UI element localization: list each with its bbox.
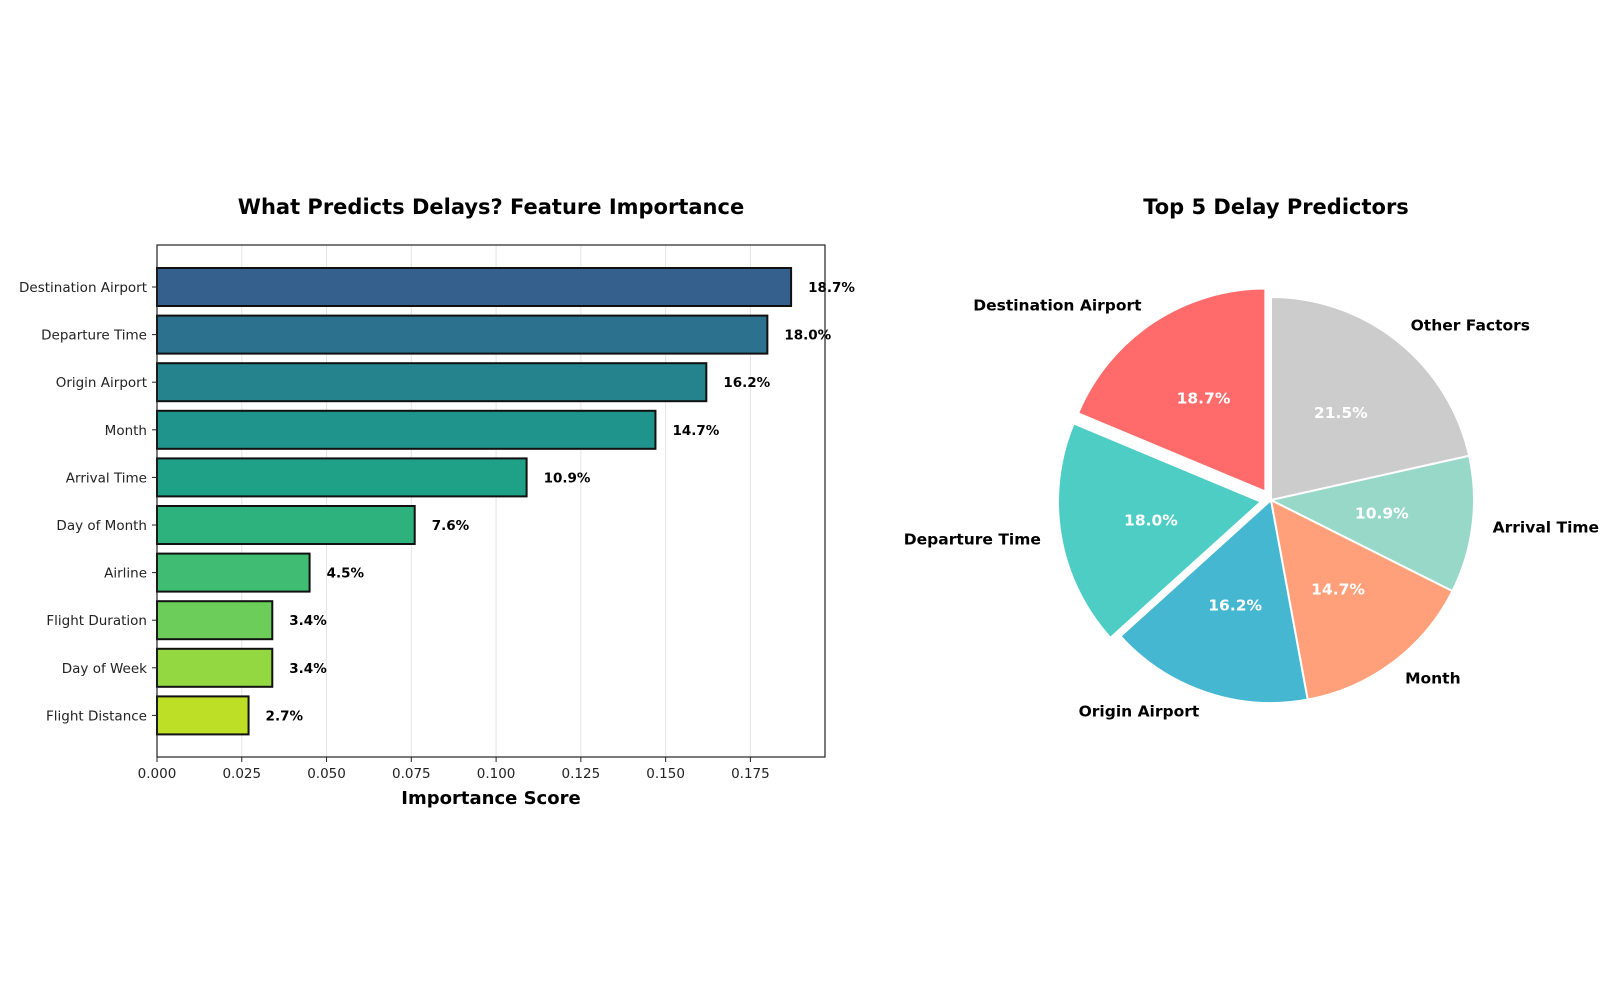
y-tick-label: Destination Airport <box>19 280 147 296</box>
x-tick-label: 0.050 <box>307 766 346 782</box>
y-tick-label: Flight Distance <box>46 708 147 724</box>
bar <box>156 695 250 736</box>
x-axis: 0.000 0.025 0.050 0.075 0.100 0.125 0.150 0.175 <box>138 757 770 782</box>
pie-category-label: Month <box>1405 670 1461 688</box>
pie-percent-label: 10.9% <box>1355 505 1409 523</box>
bar-value-label: 16.2% <box>723 375 770 391</box>
pie-slice <box>1076 287 1267 494</box>
pie-category-label: Departure Time <box>904 530 1041 548</box>
bar <box>156 267 793 307</box>
bar-value-label: 14.7% <box>672 423 719 439</box>
bar <box>156 552 311 593</box>
bar-value-label: 3.4% <box>289 613 327 629</box>
y-tick-label: Day of Week <box>62 661 147 677</box>
y-tick-label: Departure Time <box>41 328 147 344</box>
x-tick-label: 0.025 <box>222 766 261 782</box>
x-tick-label: 0.075 <box>392 766 431 782</box>
pie-category-label: Destination Airport <box>973 297 1142 315</box>
pie-percent-label: 21.5% <box>1314 404 1368 422</box>
bar-value-label: 18.0% <box>784 328 831 344</box>
y-tick-label: Airline <box>104 566 147 582</box>
bar <box>156 600 274 641</box>
pie-category-label: Origin Airport <box>1079 702 1200 720</box>
pie-slices <box>1056 287 1475 704</box>
y-tick-label: Origin Airport <box>56 375 147 391</box>
pie-percent-label: 18.0% <box>1124 512 1178 530</box>
pie-slice <box>1269 498 1454 701</box>
bar <box>156 314 769 355</box>
bar <box>156 457 528 498</box>
pie-slice <box>1270 295 1471 502</box>
bar <box>156 409 657 450</box>
x-tick-label: 0.175 <box>731 766 770 782</box>
x-tick-label: 0.125 <box>562 766 601 782</box>
bar-chart: What Predicts Delays? Feature Importance… <box>19 195 855 809</box>
pie-slice <box>1056 422 1263 640</box>
bar <box>156 647 274 688</box>
y-axis: Destination Airport Departure Time Origin … <box>19 280 157 724</box>
y-tick-label: Flight Duration <box>46 613 147 629</box>
bar-value-label: 10.9% <box>544 470 591 486</box>
y-tick-label: Arrival Time <box>66 470 147 486</box>
pie-percent-label: 14.7% <box>1311 580 1365 598</box>
bar-value-label: 18.7% <box>808 280 855 296</box>
bar-value-label: 4.5% <box>327 566 365 582</box>
pie-chart-title: Top 5 Delay Predictors <box>1143 195 1409 219</box>
pie-category-label: Other Factors <box>1411 317 1530 335</box>
bar-value-label: 3.4% <box>289 661 327 677</box>
x-tick-label: 0.000 <box>138 766 177 782</box>
plot-frame <box>156 244 826 758</box>
x-tick-label: 0.150 <box>646 766 685 782</box>
x-tick-label: 0.100 <box>477 766 516 782</box>
pie-labels: 18.7% Destination Airport 18.0% Departure T… <box>904 297 1599 721</box>
bar <box>156 362 708 403</box>
x-axis-label: Importance Score <box>401 788 580 809</box>
bar <box>156 505 416 545</box>
pie-category-label: Arrival Time <box>1493 518 1599 536</box>
bar-value-label: 7.6% <box>432 518 470 534</box>
bar-chart-title: What Predicts Delays? Feature Importance <box>238 195 744 219</box>
bar-value-label: 2.7% <box>266 708 304 724</box>
pie-percent-label: 18.7% <box>1177 390 1231 408</box>
pie-chart: Top 5 Delay Predictors 18.7% Destination … <box>904 195 1599 720</box>
bar-series: 18.7% 18.0% 16.2% 14.7% 10.9% 7.6% 4.5% 3.4% 3.4… <box>156 267 855 736</box>
pie-percent-label: 16.2% <box>1208 597 1262 615</box>
pie-slice <box>1119 498 1309 704</box>
y-tick-label: Day of Month <box>56 518 147 534</box>
y-tick-label: Month <box>105 423 147 439</box>
